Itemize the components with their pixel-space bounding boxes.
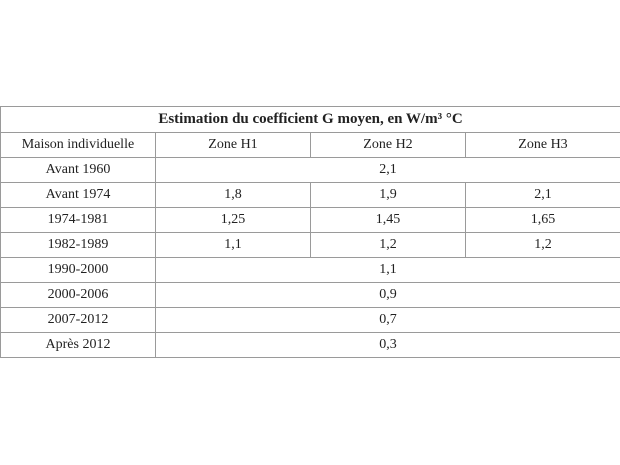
header-cell: Maison individuelle	[0, 132, 156, 158]
value-cell: 1,8	[155, 182, 311, 208]
table-title: Estimation du coefficient G moyen, en W/…	[0, 106, 620, 133]
period-cell: 2000-2006	[0, 282, 156, 308]
table-row: 2007-2012 0,7	[0, 307, 620, 333]
value-cell: 1,2	[310, 232, 466, 258]
value-cell: 2,1	[155, 157, 620, 183]
period-cell: Avant 1974	[0, 182, 156, 208]
period-cell: Après 2012	[0, 332, 156, 358]
value-cell: 1,2	[465, 232, 620, 258]
title-row: Estimation du coefficient G moyen, en W/…	[0, 106, 620, 133]
header-row: Maison individuelle Zone H1 Zone H2 Zone H3	[0, 132, 620, 158]
table-row: Avant 1974 1,8 1,9 2,1	[0, 182, 620, 208]
value-cell: 0,3	[155, 332, 620, 358]
table-row: 2000-2006 0,9	[0, 282, 620, 308]
table-body: Maison individuelle Zone H1 Zone H2 Zone H3…	[0, 132, 620, 358]
period-cell: 2007-2012	[0, 307, 156, 333]
table-row: Avant 1960 2,1	[0, 157, 620, 183]
value-cell: 1,1	[155, 232, 311, 258]
value-cell: 0,9	[155, 282, 620, 308]
value-cell: 1,25	[155, 207, 311, 233]
period-cell: 1982-1989	[0, 232, 156, 258]
table-row: 1990-2000 1,1	[0, 257, 620, 283]
coefficient-table: Estimation du coefficient G moyen, en W/…	[0, 106, 620, 358]
period-cell: 1974-1981	[0, 207, 156, 233]
value-cell: 2,1	[465, 182, 620, 208]
value-cell: 1,65	[465, 207, 620, 233]
table-row: 1982-1989 1,1 1,2 1,2	[0, 232, 620, 258]
value-cell: 1,9	[310, 182, 466, 208]
table-row: 1974-1981 1,25 1,45 1,65	[0, 207, 620, 233]
period-cell: 1990-2000	[0, 257, 156, 283]
header-cell: Zone H1	[155, 132, 311, 158]
period-cell: Avant 1960	[0, 157, 156, 183]
table-row: Après 2012 0,3	[0, 332, 620, 358]
value-cell: 0,7	[155, 307, 620, 333]
header-cell: Zone H2	[310, 132, 466, 158]
header-cell: Zone H3	[465, 132, 620, 158]
value-cell: 1,45	[310, 207, 466, 233]
value-cell: 1,1	[155, 257, 620, 283]
